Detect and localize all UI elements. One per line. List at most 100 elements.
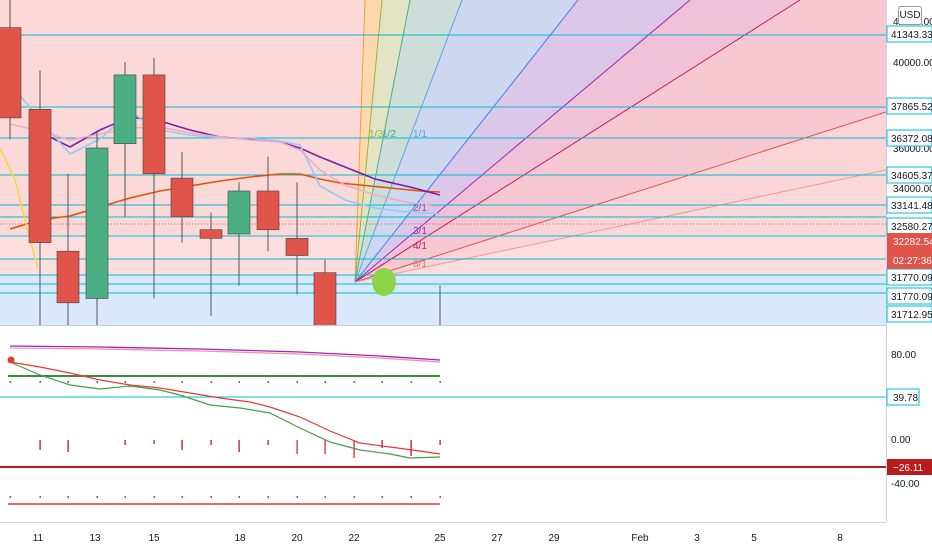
- oscillator-level-tag-label: 39.78: [893, 393, 918, 404]
- candlestick-series[interactable]: [0, 0, 451, 462]
- oscillator-scale-tick: -40.00: [891, 479, 920, 490]
- last-price-countdown: 02:27:36: [893, 256, 932, 267]
- gann-fan-label: 2/1: [413, 203, 427, 214]
- candle[interactable]: [113, 62, 137, 217]
- candle[interactable]: [142, 57, 166, 299]
- oscillator-tick: [181, 381, 183, 383]
- oscillator-tick: [267, 496, 269, 498]
- oscillator-histogram-bar: [439, 440, 441, 445]
- candle-body: [371, 359, 393, 385]
- gann-fan-label: 8/1: [413, 259, 427, 270]
- oscillator-level-tag-label: −26.11: [893, 463, 924, 474]
- gann-fan-line: [354, 0, 383, 283]
- candle[interactable]: [170, 152, 194, 243]
- price-scale-level-tags: 41343.33 37865.52 36372.08 34605.37 33141.48…: [886, 25, 932, 323]
- candle[interactable]: [313, 259, 337, 454]
- candle-body: [113, 74, 137, 145]
- time-axis-label: 20: [291, 533, 303, 544]
- gann-fan-line: [354, 0, 411, 283]
- oscillator-tick: [410, 496, 412, 498]
- moving-average-pink: [9, 123, 441, 208]
- oscillator-tick: [267, 381, 269, 383]
- price-level-tag-label: 31770.09: [891, 292, 932, 303]
- gann-fan-line: [354, 169, 886, 283]
- time-axis[interactable]: 11 13 15 18 20 22 25 27 29 Feb 3 5 8: [0, 522, 932, 550]
- time-axis-label: 5: [751, 533, 757, 544]
- oscillator-tick: [153, 496, 155, 498]
- oscillator-tick: [439, 496, 441, 498]
- oscillator-tick: [96, 381, 98, 383]
- oscillator-level-tag: 39.78: [886, 388, 920, 406]
- oscillator-histogram-bar: [267, 440, 269, 445]
- gann-fan-label: 1/3: [369, 129, 383, 140]
- price-pane[interactable]: 1/3 1/2 1/1 2/1 3/1 4/1 8/1: [0, 0, 886, 462]
- gann-fan-line: [354, 0, 801, 283]
- candle[interactable]: [429, 285, 451, 398]
- candle-body: [285, 238, 309, 256]
- time-axis-labels: 11 13 15 18 20 22 25 27 29 Feb 3 5 8: [33, 533, 843, 544]
- currency-toggle-button[interactable]: USD: [898, 6, 922, 25]
- candle[interactable]: [28, 70, 52, 363]
- oscillator-tick: [238, 496, 240, 498]
- oscillator-histogram-bar: [67, 440, 69, 452]
- oscillator-tick: [353, 496, 355, 498]
- last-price-tag: 32282.54 02:27:36: [887, 233, 932, 269]
- candle[interactable]: [85, 130, 109, 359]
- oscillator-tick: [296, 381, 298, 383]
- time-axis-label: 13: [89, 533, 101, 544]
- candle-body: [256, 190, 280, 231]
- candle-body: [170, 177, 194, 218]
- horizontal-levels[interactable]: [0, 34, 886, 294]
- oscillator-histogram-bar: [210, 440, 212, 445]
- time-axis-label: Feb: [631, 533, 649, 544]
- price-level-tag: 36372.08: [886, 129, 932, 147]
- candle-body: [56, 250, 80, 304]
- gann-fan-line: [354, 111, 886, 283]
- oscillator-tick: [353, 381, 355, 383]
- candle[interactable]: [227, 182, 251, 286]
- candle-body: [0, 27, 22, 119]
- oscillator-histogram: [9, 381, 441, 498]
- oscillator-histogram-bar: [39, 440, 41, 450]
- oscillator-pane[interactable]: [0, 345, 886, 505]
- oscillator-tick: [210, 381, 212, 383]
- candle[interactable]: [56, 173, 80, 337]
- oscillator-green-line: [9, 361, 441, 459]
- oscillator-tick: [324, 496, 326, 498]
- oscillator-pink-line: [9, 347, 441, 363]
- gann-fan-line: [354, 0, 579, 283]
- gann-fan-label: 4/1: [413, 241, 427, 252]
- candle-body: [28, 109, 52, 243]
- time-axis-label: 27: [491, 533, 503, 544]
- candle-body: [429, 393, 451, 395]
- oscillator-histogram-bar: [324, 440, 326, 454]
- signal-marker[interactable]: [372, 268, 396, 296]
- candle[interactable]: [285, 182, 309, 295]
- time-axis-label: 15: [148, 533, 160, 544]
- candle-body: [142, 74, 166, 175]
- oscillator-tick: [9, 381, 11, 383]
- background-zone-lower: [0, 275, 886, 325]
- time-axis-label: 29: [548, 533, 560, 544]
- candle[interactable]: [0, 0, 22, 140]
- gann-fan-line: [354, 0, 366, 283]
- price-level-tag: 31770.09: [886, 268, 932, 286]
- oscillator-histogram-bar: [381, 440, 383, 448]
- oscillator-scale-tick: 0.00: [891, 435, 911, 446]
- time-axis-label: 8: [837, 533, 843, 544]
- price-level-tag: 31712.95: [886, 305, 932, 323]
- price-scale[interactable]: 42000.0040000.0038000.0036000.0034000.00…: [886, 0, 932, 522]
- candle[interactable]: [256, 156, 280, 252]
- oscillator-tick: [124, 496, 126, 498]
- price-level-tag-label: 37865.52: [891, 102, 932, 113]
- candle-body: [400, 385, 422, 394]
- candle[interactable]: [400, 346, 422, 402]
- time-axis-background: [0, 522, 932, 550]
- oscillator-tick: [96, 496, 98, 498]
- price-level-tag-label: 41343.33: [891, 30, 932, 41]
- oscillator-histogram-bar: [124, 440, 126, 445]
- oscillator-tick: [39, 496, 41, 498]
- candle[interactable]: [199, 212, 223, 316]
- moving-average-purple: [39, 116, 441, 196]
